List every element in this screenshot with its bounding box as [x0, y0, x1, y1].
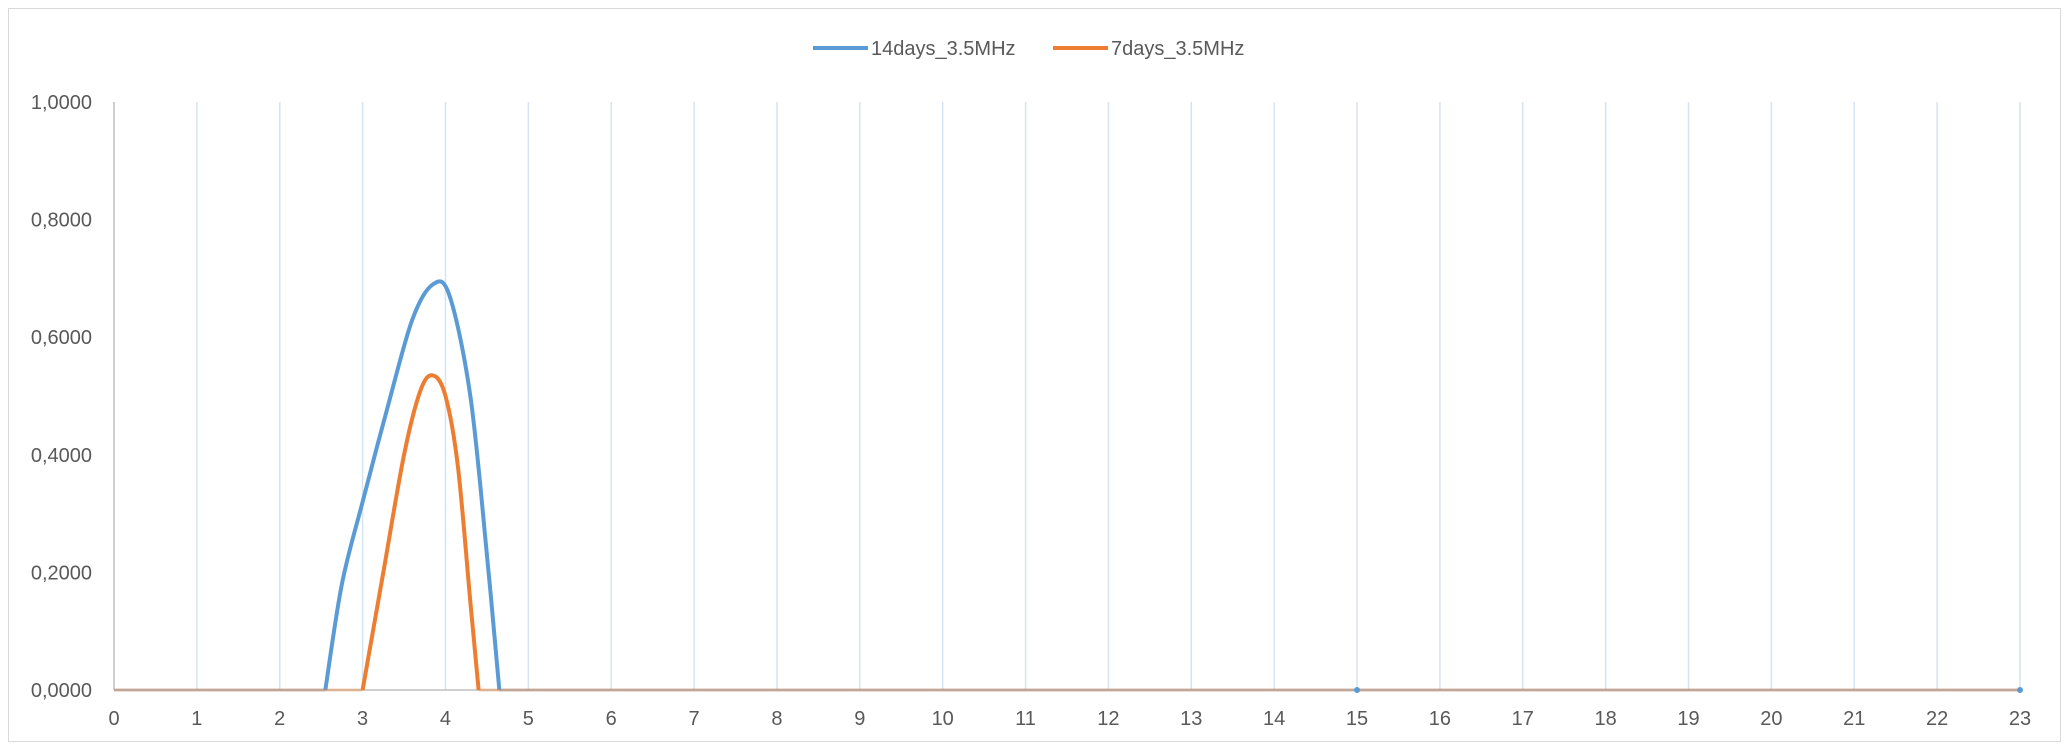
y-tick-label: 0,0000 — [31, 680, 92, 702]
x-tick-label: 12 — [1097, 708, 1119, 730]
x-tick-label: 5 — [523, 708, 534, 730]
x-tick-label: 23 — [2009, 708, 2031, 730]
x-tick-label: 16 — [1429, 708, 1451, 730]
x-tick-label: 6 — [606, 708, 617, 730]
x-tick-label: 13 — [1180, 708, 1202, 730]
x-tick-label: 11 — [1015, 708, 1036, 730]
y-tick-label: 0,6000 — [31, 327, 92, 349]
x-tick-label: 18 — [1595, 708, 1617, 730]
x-tick-label: 4 — [440, 708, 451, 730]
x-tick-label: 7 — [689, 708, 700, 730]
series-line-0 — [323, 279, 502, 691]
series-line-1 — [360, 373, 481, 691]
chart-frame — [8, 8, 2061, 742]
x-tick-label: 15 — [1346, 708, 1368, 730]
x-tick-label: 9 — [854, 708, 865, 730]
x-tick-label: 20 — [1760, 708, 1782, 730]
x-tick-label: 22 — [1926, 708, 1948, 730]
y-tick-label: 0,2000 — [31, 562, 92, 584]
x-tick-label: 8 — [771, 708, 782, 730]
x-tick-label: 17 — [1512, 708, 1534, 730]
y-tick-label: 0,8000 — [31, 210, 92, 232]
x-tick-label: 1 — [191, 708, 202, 730]
y-tick-label: 1,0000 — [31, 92, 92, 114]
legend-label-0: 14days_3.5MHz — [871, 38, 1016, 60]
x-tick-label: 10 — [932, 708, 954, 730]
marker-x15 — [1354, 687, 1361, 693]
x-tick-label: 19 — [1677, 708, 1699, 730]
x-tick-label: 3 — [357, 708, 368, 730]
y-tick-label: 0,4000 — [31, 445, 92, 467]
legend-label-1: 7days_3.5MHz — [1111, 38, 1244, 60]
marker-x23 — [2017, 687, 2023, 693]
x-tick-label: 21 — [1843, 708, 1865, 730]
x-tick-label: 0 — [108, 708, 119, 730]
x-tick-label: 2 — [274, 708, 285, 730]
x-tick-label: 14 — [1263, 708, 1285, 730]
